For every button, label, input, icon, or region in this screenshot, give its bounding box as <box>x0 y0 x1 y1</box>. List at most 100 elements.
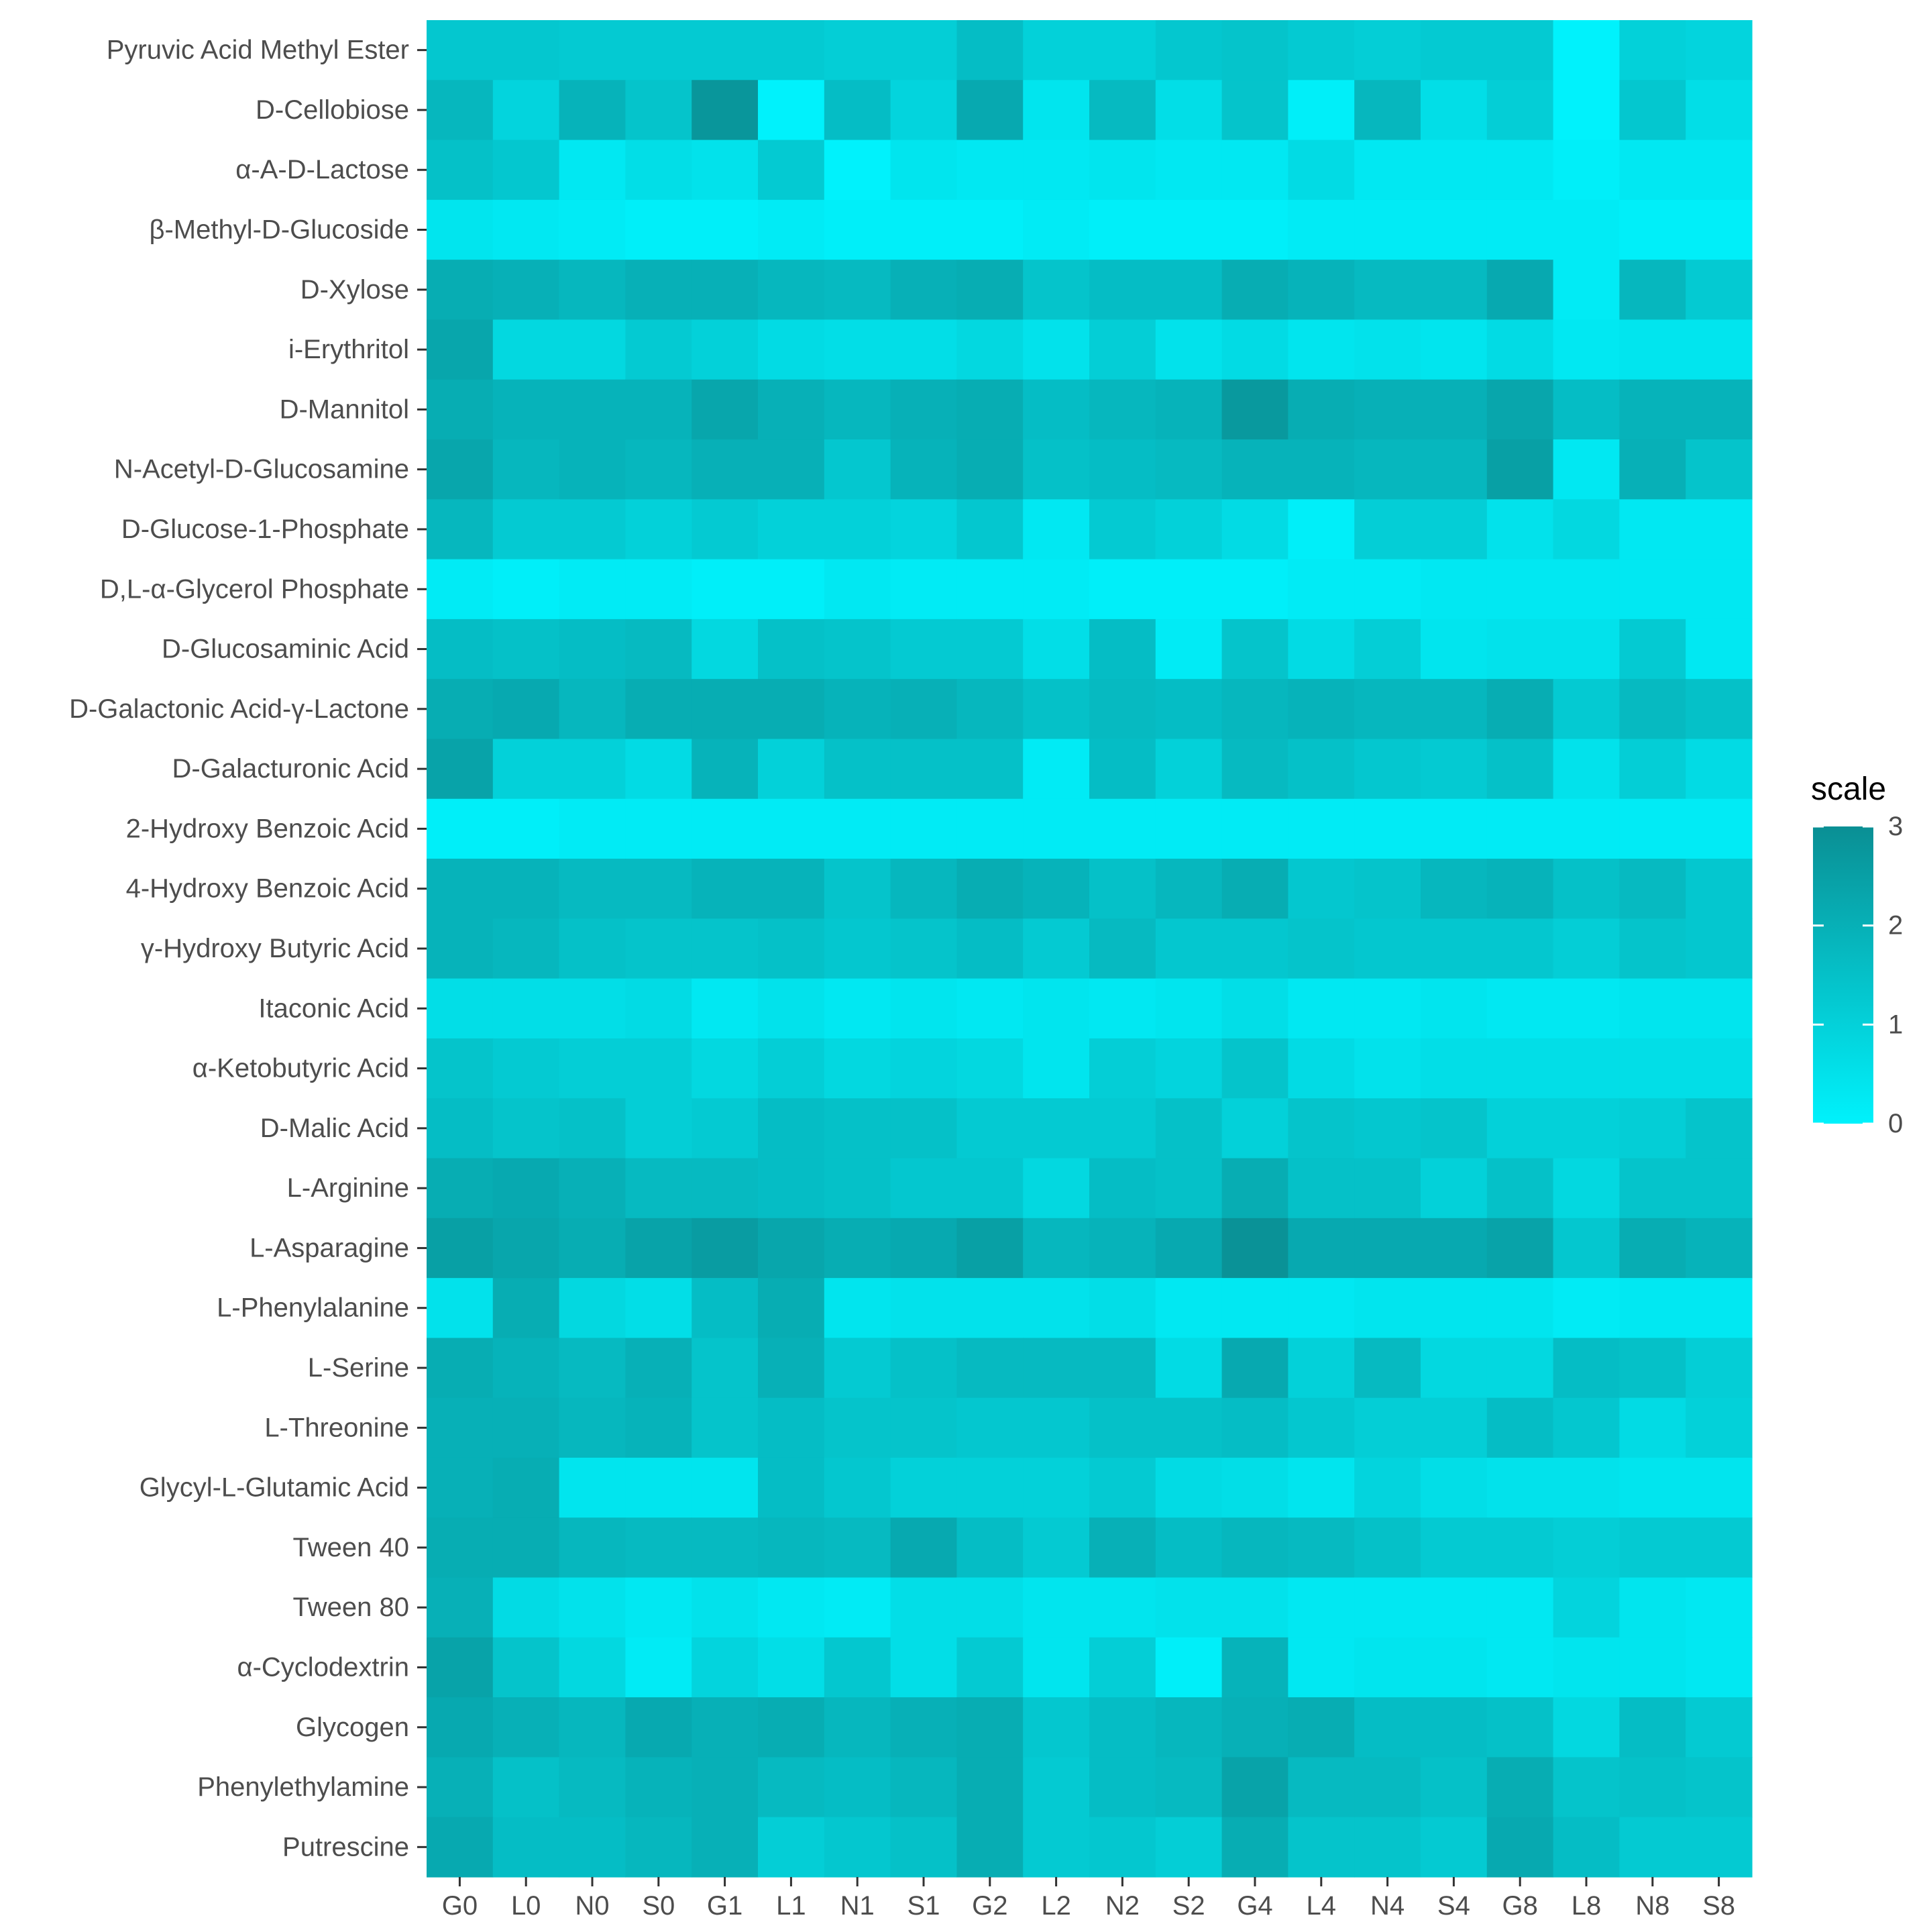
heatmap-cell <box>492 918 560 979</box>
heatmap-cell <box>1619 20 1686 80</box>
heatmap-cell <box>1023 379 1090 440</box>
heatmap-cell <box>1221 679 1288 740</box>
heatmap-cell <box>692 260 759 321</box>
heatmap-cell <box>1155 679 1223 740</box>
heatmap-cell <box>1089 499 1156 560</box>
heatmap-cell <box>1486 20 1554 80</box>
heatmap-cell <box>1023 739 1090 800</box>
heatmap-cell <box>1023 1397 1090 1458</box>
heatmap-cell <box>492 1637 560 1698</box>
heatmap-cell <box>1288 1577 1355 1638</box>
heatmap-cell <box>559 679 626 740</box>
heatmap-cell <box>1486 1517 1554 1578</box>
heatmap-cell <box>559 80 626 141</box>
heatmap-cell <box>758 1338 825 1399</box>
heatmap-cell <box>1486 199 1554 260</box>
heatmap-cell <box>956 559 1024 620</box>
heatmap-cell <box>890 1457 957 1518</box>
heatmap-cell <box>758 1457 825 1518</box>
heatmap-cell <box>1221 80 1288 141</box>
heatmap-cell <box>427 199 494 260</box>
heatmap-cell <box>1619 978 1686 1039</box>
heatmap-cell <box>824 619 891 680</box>
heatmap-cell <box>1089 1517 1156 1578</box>
heatmap-cell <box>1553 1577 1620 1638</box>
heatmap-cell <box>492 1158 560 1219</box>
heatmap-cell <box>692 1517 759 1578</box>
heatmap-cell <box>1155 1517 1223 1578</box>
heatmap-cell <box>890 260 957 321</box>
heatmap-cell <box>758 1218 825 1279</box>
heatmap-cell <box>1686 80 1753 141</box>
heatmap-cell <box>427 739 494 800</box>
heatmap-cell <box>1354 559 1421 620</box>
heatmap-cell <box>1221 1098 1288 1159</box>
heatmap-cell <box>1288 978 1355 1039</box>
heatmap-cell <box>1354 978 1421 1039</box>
heatmap-cell <box>1421 739 1488 800</box>
heatmap-cell <box>692 20 759 80</box>
heatmap-cell <box>625 1158 692 1219</box>
heatmap-cell <box>692 1757 759 1818</box>
y-tick-label: D-Galacturonic Acid <box>172 754 409 784</box>
heatmap-cell <box>890 499 957 560</box>
heatmap-cell <box>1023 1098 1090 1159</box>
heatmap-cell <box>1354 1697 1421 1758</box>
heatmap-cell <box>1023 1637 1090 1698</box>
heatmap-cell <box>1686 140 1753 201</box>
heatmap-cell <box>1619 199 1686 260</box>
heatmap-cell <box>692 859 759 919</box>
heatmap-cell <box>1023 1038 1090 1099</box>
heatmap-cell <box>1089 679 1156 740</box>
heatmap-cell <box>1686 1338 1753 1399</box>
heatmap-cell <box>1023 1757 1090 1818</box>
heatmap-cell <box>1023 140 1090 201</box>
heatmap-cell <box>1023 80 1090 141</box>
heatmap-cell <box>492 1098 560 1159</box>
heatmap-cell <box>1155 319 1223 380</box>
heatmap-cell <box>758 319 825 380</box>
heatmap-cell <box>427 1757 494 1818</box>
heatmap-cell <box>1023 1697 1090 1758</box>
heatmap-cell <box>1221 1218 1288 1279</box>
heatmap-cell <box>692 1397 759 1458</box>
x-tick-label: S8 <box>1702 1891 1735 1921</box>
heatmap-cell <box>1221 859 1288 919</box>
heatmap-cell <box>1221 1697 1288 1758</box>
heatmap-cell <box>1089 918 1156 979</box>
heatmap-cell <box>824 1517 891 1578</box>
heatmap-cell <box>1421 439 1488 500</box>
heatmap-cell <box>1486 1278 1554 1338</box>
heatmap-cell <box>1686 1158 1753 1219</box>
heatmap-cell <box>427 918 494 979</box>
heatmap-cell <box>1288 1038 1355 1099</box>
heatmap-cell <box>1486 739 1554 800</box>
heatmap-cell <box>625 80 692 141</box>
heatmap-cell <box>1155 978 1223 1039</box>
heatmap-cell <box>1553 260 1620 321</box>
heatmap-cell <box>1553 559 1620 620</box>
heatmap-cell <box>1354 1098 1421 1159</box>
heatmap-cell <box>956 619 1024 680</box>
heatmap-cell <box>1686 978 1753 1039</box>
heatmap-cell <box>1089 199 1156 260</box>
heatmap-cell <box>758 679 825 740</box>
heatmap-cell <box>559 199 626 260</box>
heatmap-cell <box>559 1817 626 1878</box>
heatmap-cell <box>1155 1338 1223 1399</box>
heatmap-cell <box>1619 1697 1686 1758</box>
y-tick-label: Itaconic Acid <box>258 994 409 1023</box>
heatmap-cell <box>1686 1457 1753 1518</box>
heatmap-cell <box>492 1817 560 1878</box>
heatmap-cell <box>1421 619 1488 680</box>
heatmap-cell <box>956 1098 1024 1159</box>
heatmap-cell <box>1553 619 1620 680</box>
y-tick-label: γ-Hydroxy Butyric Acid <box>141 934 409 963</box>
heatmap-cell <box>1421 859 1488 919</box>
heatmap-cell <box>824 978 891 1039</box>
heatmap-cell <box>1619 1637 1686 1698</box>
heatmap-cell <box>758 439 825 500</box>
heatmap-cell <box>559 978 626 1039</box>
heatmap-cell <box>1354 619 1421 680</box>
heatmap-cell <box>1486 1038 1554 1099</box>
